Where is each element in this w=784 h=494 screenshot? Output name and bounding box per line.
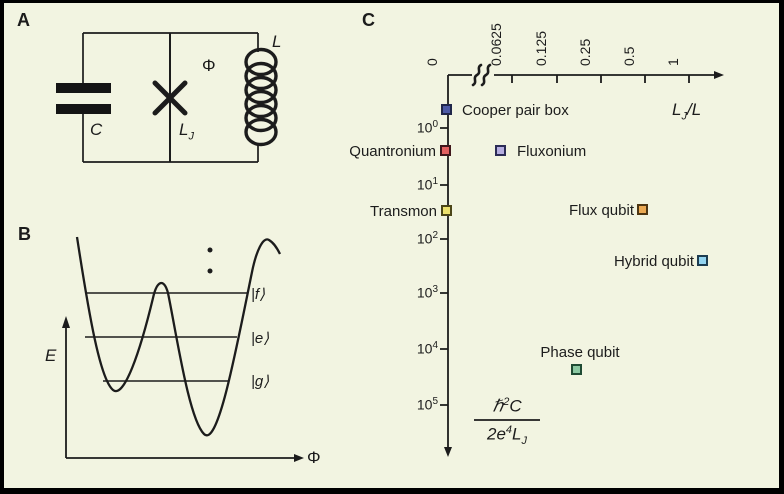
- point-quantronium: [440, 145, 451, 156]
- x-axis-label: LJ/L: [672, 100, 702, 123]
- point-hybrid-qubit: [697, 255, 708, 266]
- y-axis-formula-denominator: 2e4LJ: [486, 424, 527, 448]
- label-hybrid-qubit: Hybrid qubit: [613, 253, 694, 270]
- y-tick-1e4: 104: [416, 340, 438, 357]
- energy-axis-label: E: [45, 346, 57, 365]
- point-transmon: [441, 205, 452, 216]
- label-flux-qubit: Flux qubit: [568, 202, 634, 219]
- point-cooper-pair-box: [441, 104, 452, 115]
- panel-b-label: B: [18, 224, 31, 244]
- level-g-label: |g⟩: [251, 373, 270, 390]
- panel-a-label: A: [17, 10, 30, 30]
- potential-curve: [75, 236, 282, 437]
- point-flux-qubit: [637, 204, 648, 215]
- flux-axis-label-b: Φ: [307, 448, 321, 467]
- inductor-coil-icon: [244, 47, 278, 147]
- y-tick-1e5: 105: [416, 396, 438, 413]
- josephson-junction-x-icon: [152, 80, 188, 116]
- x-tick-0-25: 0.25: [577, 38, 593, 66]
- x-tick-0-125: 0.125: [533, 30, 549, 66]
- label-fluxonium: Fluxonium: [517, 143, 587, 160]
- energy-level-lines: [85, 292, 247, 382]
- capacitor-plates: [56, 83, 111, 114]
- point-phase-qubit: [571, 364, 582, 375]
- junction-label: LJ: [179, 120, 194, 143]
- axis-break-icon: [471, 63, 492, 87]
- label-transmon: Transmon: [370, 203, 437, 220]
- level-e-label: |e⟩: [251, 330, 270, 347]
- y-tick-1e3: 103: [416, 284, 438, 301]
- inductor-label: L: [272, 32, 282, 51]
- panel-c-label: C: [362, 10, 375, 30]
- x-tick-0-0625: 0.0625: [488, 23, 504, 66]
- point-fluxonium: [495, 145, 506, 156]
- x-tick-0-5: 0.5: [621, 46, 637, 66]
- x-tick-1: 1: [665, 58, 681, 66]
- capacitor-label: C: [90, 120, 103, 139]
- label-phase-qubit: Phase qubit: [540, 344, 620, 361]
- y-tick-1e2: 102: [416, 230, 438, 247]
- label-quantronium: Quantronium: [349, 143, 436, 160]
- level-f-label: |f⟩: [251, 286, 265, 303]
- higher-levels-dots: [207, 247, 213, 274]
- y-tick-1e0: 100: [416, 119, 438, 136]
- label-cooper-pair-box: Cooper pair box: [462, 102, 569, 119]
- y-tick-1e1: 101: [416, 176, 438, 193]
- y-axis-formula-numerator: ℏ2C: [492, 396, 522, 416]
- circuit-diagram: [82, 32, 259, 163]
- x-tick-0: 0: [424, 58, 440, 66]
- flux-label-a: Φ: [202, 56, 216, 75]
